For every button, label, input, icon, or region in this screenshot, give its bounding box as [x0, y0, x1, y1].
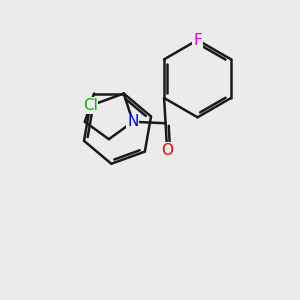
Text: N: N: [127, 114, 139, 129]
Text: O: O: [161, 142, 173, 158]
Text: F: F: [193, 32, 202, 47]
Text: Cl: Cl: [83, 98, 98, 113]
